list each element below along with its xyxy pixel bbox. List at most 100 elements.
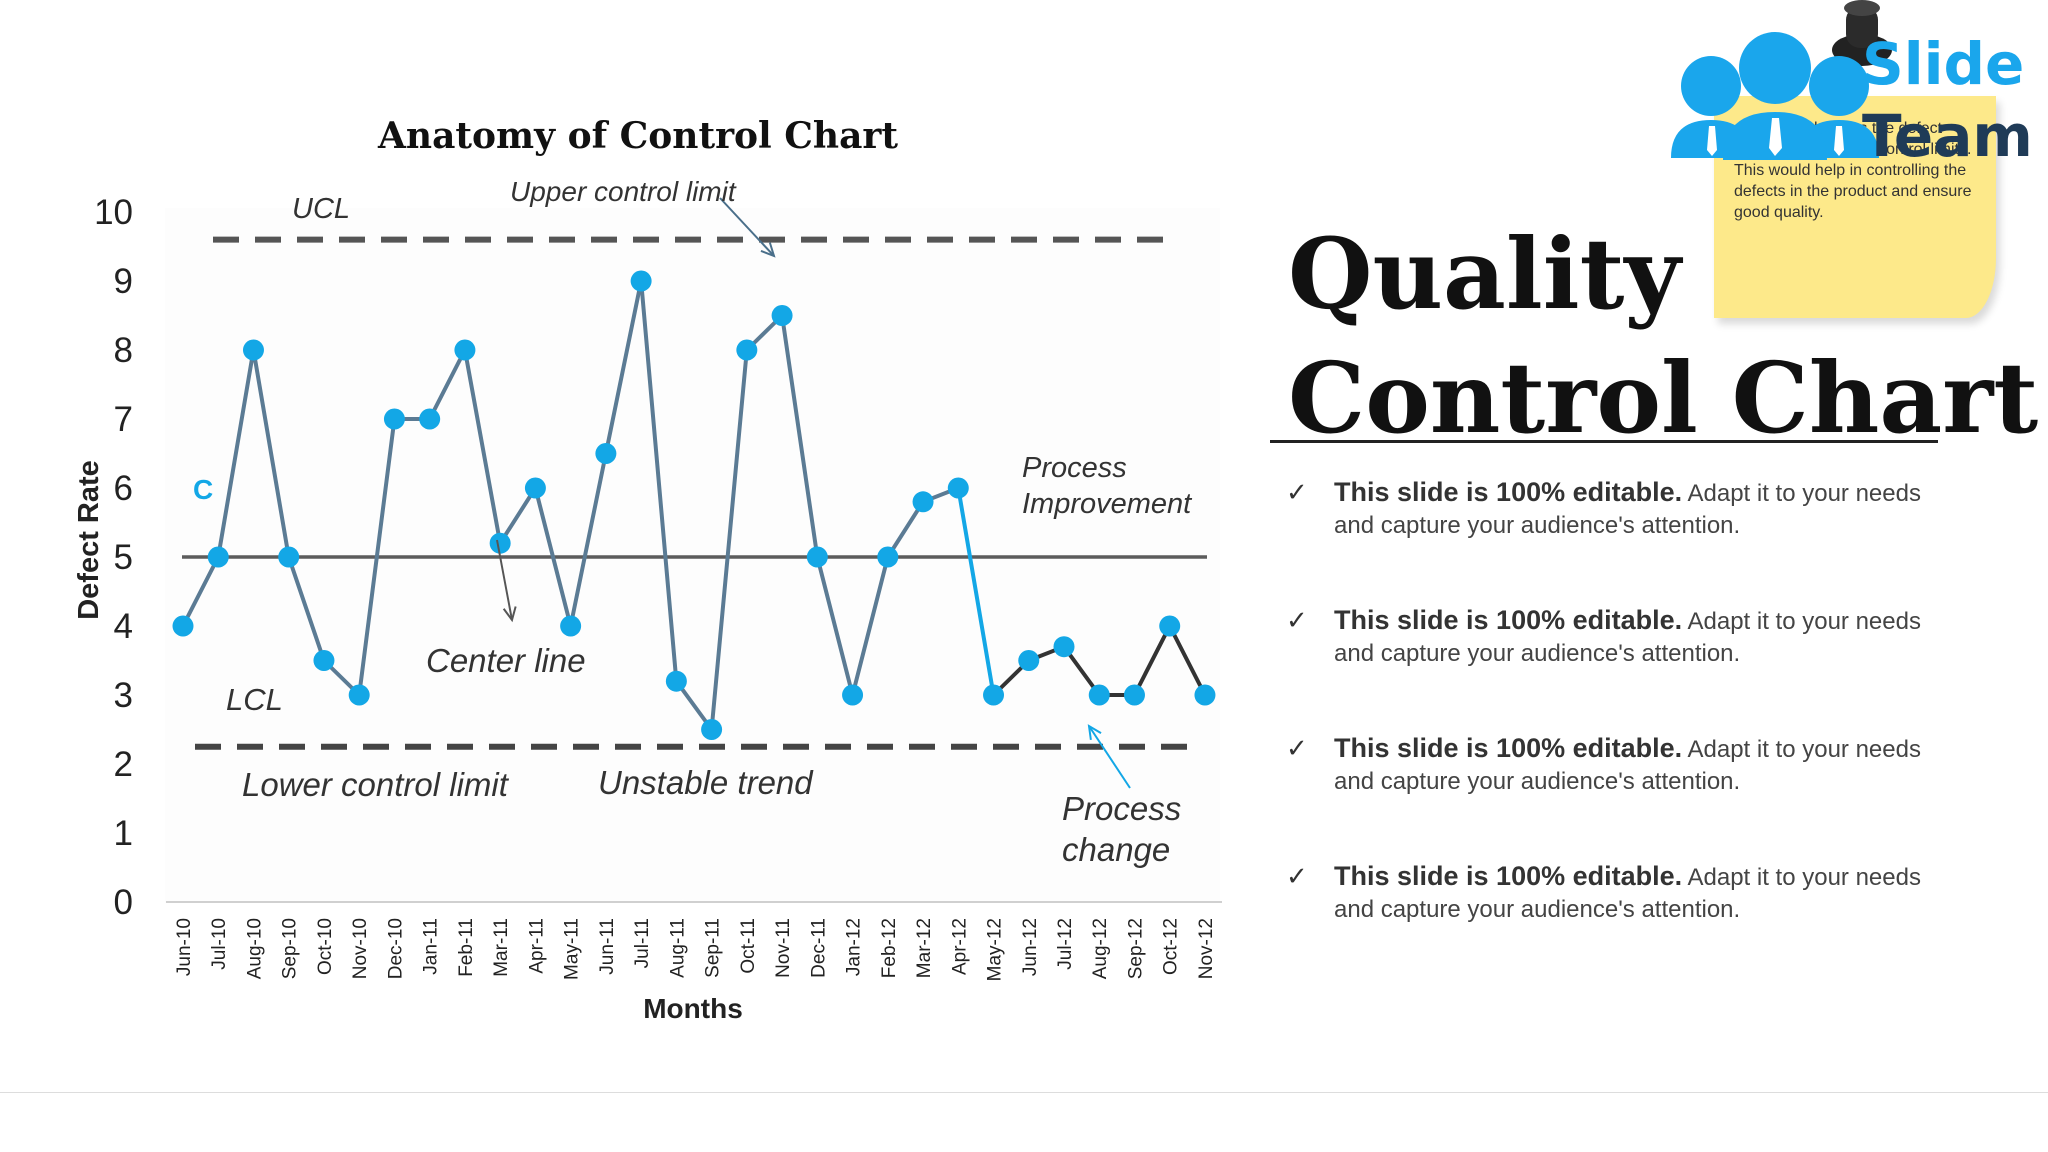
process-change-line2: change bbox=[1062, 831, 1171, 868]
x-tick-label: Aug-10 bbox=[244, 918, 265, 979]
data-point bbox=[912, 491, 934, 513]
x-tick-label: Jan-11 bbox=[421, 918, 442, 975]
data-point bbox=[736, 339, 758, 361]
process-change-line1: Process bbox=[1062, 790, 1182, 827]
series-line-segment bbox=[885, 499, 926, 559]
series-line-segment bbox=[568, 451, 608, 628]
process-improvement-line1: Process bbox=[1022, 452, 1127, 484]
data-point bbox=[348, 684, 370, 706]
data-point bbox=[1159, 615, 1181, 637]
series-line-segment bbox=[639, 279, 679, 684]
bullet-text: This slide is 100% editable. Adapt it to… bbox=[1334, 860, 1934, 926]
data-point bbox=[560, 615, 582, 637]
bullet-text: This slide is 100% editable. Adapt it to… bbox=[1334, 604, 1934, 670]
x-tick-label: Feb-12 bbox=[879, 918, 900, 978]
bullet-bold: This slide is 100% editable. bbox=[1334, 605, 1683, 635]
data-point bbox=[524, 477, 546, 499]
y-tick-label: 1 bbox=[114, 814, 133, 853]
y-tick-label: 4 bbox=[114, 607, 133, 646]
bullet-text: This slide is 100% editable. Adapt it to… bbox=[1334, 476, 1934, 542]
data-point bbox=[172, 615, 194, 637]
upper-limit-arrow-head bbox=[760, 242, 776, 258]
title-divider bbox=[1270, 440, 1938, 443]
x-tick-label: Sep-11 bbox=[703, 918, 724, 978]
x-tick-label: Nov-12 bbox=[1196, 918, 1217, 979]
series-line-segment bbox=[780, 313, 820, 559]
process-improvement-line2: Improvement bbox=[1022, 488, 1192, 520]
x-tick-label: Jun-11 bbox=[597, 918, 618, 975]
data-point bbox=[313, 650, 335, 671]
data-point bbox=[630, 270, 652, 292]
process-improvement-annotation: Process Improvement bbox=[1022, 450, 1191, 522]
bullet-body: Adapt it to your needs and capture your … bbox=[1334, 736, 1921, 795]
y-tick-label: 10 bbox=[94, 193, 133, 232]
bullet-body: Adapt it to your needs and capture your … bbox=[1334, 864, 1921, 923]
data-point bbox=[383, 408, 405, 430]
x-tick-label: Jan-12 bbox=[844, 918, 865, 976]
x-tick-label: Mar-12 bbox=[914, 918, 935, 978]
data-point bbox=[806, 546, 828, 568]
data-point bbox=[1053, 636, 1075, 658]
x-tick-label: Apr-12 bbox=[949, 918, 970, 975]
checkmark-icon: ✓ bbox=[1286, 478, 1308, 508]
x-tick-label: Jul-12 bbox=[1055, 918, 1076, 970]
series-line-segment bbox=[603, 279, 644, 456]
data-point bbox=[1088, 684, 1110, 706]
ucl-label: UCL bbox=[292, 193, 351, 225]
process-change-arrow bbox=[1088, 725, 1131, 789]
footer-divider bbox=[0, 1092, 2048, 1093]
y-tick-label: 5 bbox=[114, 538, 133, 577]
series-line-segment bbox=[1132, 624, 1172, 697]
series-line-segment bbox=[956, 486, 996, 697]
data-point bbox=[207, 546, 229, 568]
data-point bbox=[489, 532, 511, 554]
series-line-segment bbox=[357, 417, 397, 697]
slideteam-logo-people-icon bbox=[1671, 32, 1879, 160]
y-tick-label: 3 bbox=[114, 676, 133, 715]
upper-control-limit-annotation: Upper control limit bbox=[510, 176, 736, 207]
x-tick-label: Mar-11 bbox=[491, 918, 512, 977]
logo-word-slide: Slide bbox=[1862, 30, 2025, 98]
series-line-segment bbox=[216, 348, 256, 559]
x-tick-label: Oct-11 bbox=[738, 918, 759, 974]
series-line-segment bbox=[181, 555, 221, 628]
y-tick-label: 8 bbox=[114, 331, 133, 370]
bullet-body: Adapt it to your needs and capture your … bbox=[1334, 480, 1921, 539]
series-line-segment bbox=[815, 555, 855, 697]
checkmark-icon: ✓ bbox=[1286, 862, 1308, 892]
data-point bbox=[665, 670, 687, 692]
x-tick-label: Jun-10 bbox=[174, 918, 195, 976]
x-tick-label: Apr-11 bbox=[526, 918, 547, 974]
y-tick-label: 7 bbox=[114, 400, 133, 439]
x-tick-label: Jun-12 bbox=[1020, 918, 1041, 976]
series-line-segment bbox=[462, 348, 503, 546]
data-point bbox=[419, 408, 441, 430]
y-tick-label: 6 bbox=[114, 469, 133, 508]
upper-limit-arrow bbox=[719, 197, 775, 257]
data-point bbox=[701, 719, 723, 740]
x-axis-label: Months bbox=[643, 993, 743, 1024]
series-line-segment bbox=[533, 486, 573, 628]
series-line-segment bbox=[1167, 624, 1207, 697]
x-tick-label: Jul-10 bbox=[209, 918, 230, 970]
process-change-arrow-head bbox=[1087, 724, 1102, 741]
data-point bbox=[242, 339, 264, 361]
bullet-bold: This slide is 100% editable. bbox=[1334, 733, 1683, 763]
control-chart: Anatomy of Control Chart 0 1 2 3 4 5 6 7 8 9 10 Ju… bbox=[73, 115, 1222, 1024]
series-line-segment bbox=[709, 348, 749, 732]
x-tick-label: Aug-11 bbox=[667, 918, 688, 978]
bullet-bold: This slide is 100% editable. bbox=[1334, 861, 1683, 891]
y-tick-label: 9 bbox=[114, 262, 133, 301]
series-line-segment bbox=[251, 348, 291, 559]
x-tick-label: Sep-10 bbox=[280, 918, 301, 979]
data-point bbox=[1194, 684, 1216, 706]
data-point bbox=[454, 339, 476, 361]
x-tick-label: Nov-11 bbox=[773, 918, 794, 978]
x-tick-label: Dec-10 bbox=[385, 918, 406, 979]
data-point bbox=[771, 305, 793, 326]
x-tick-label: Dec-11 bbox=[808, 918, 829, 978]
x-tick-label: Sep-12 bbox=[1125, 918, 1146, 979]
center-line-annotation: Center line bbox=[426, 642, 586, 679]
data-point bbox=[278, 546, 300, 568]
logo-word-team: Team bbox=[1862, 102, 2033, 170]
